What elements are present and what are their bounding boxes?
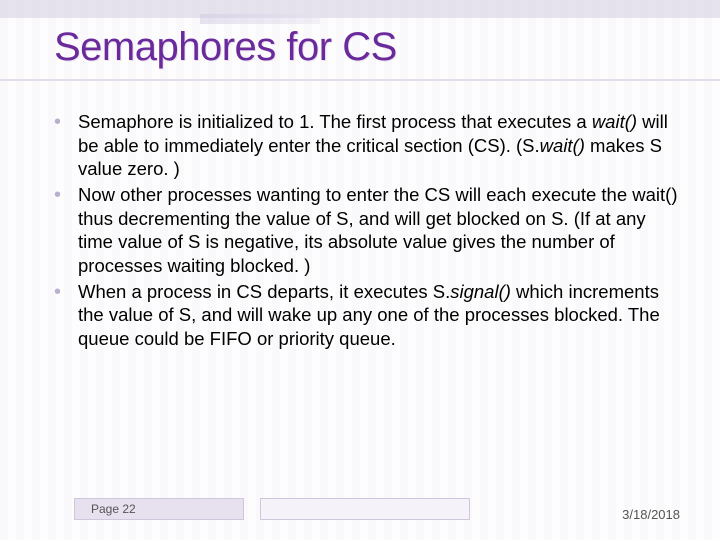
bullet-text: When a process in CS departs, it execute… bbox=[78, 281, 450, 302]
title-underline bbox=[0, 79, 720, 81]
bullet-list: Semaphore is initialized to 1. The first… bbox=[54, 110, 680, 351]
footer-page-box: Page 22 bbox=[74, 498, 244, 520]
top-bar-decoration bbox=[0, 0, 720, 18]
footer-date: 3/18/2018 bbox=[622, 504, 680, 526]
top-accent-decoration bbox=[200, 14, 320, 24]
slide-body: Semaphore is initialized to 1. The first… bbox=[54, 110, 680, 353]
bullet-text-italic: wait() bbox=[540, 135, 585, 156]
bullet-item: When a process in CS departs, it execute… bbox=[54, 280, 680, 351]
bullet-text-italic: wait() bbox=[592, 111, 637, 132]
bullet-text: Semaphore is initialized to 1. The first… bbox=[78, 111, 592, 132]
bullet-item: Semaphore is initialized to 1. The first… bbox=[54, 110, 680, 181]
page-number-label: Page 22 bbox=[91, 502, 136, 516]
slide-footer: Page 22 3/18/2018 bbox=[0, 498, 720, 526]
footer-mid-box bbox=[260, 498, 470, 520]
bullet-text: Now other processes wanting to enter the… bbox=[78, 184, 678, 276]
bullet-item: Now other processes wanting to enter the… bbox=[54, 183, 680, 278]
slide: Semaphores for CS Semaphore is initializ… bbox=[0, 0, 720, 540]
slide-title: Semaphores for CS bbox=[54, 26, 680, 68]
bullet-text-italic: signal() bbox=[450, 281, 511, 302]
